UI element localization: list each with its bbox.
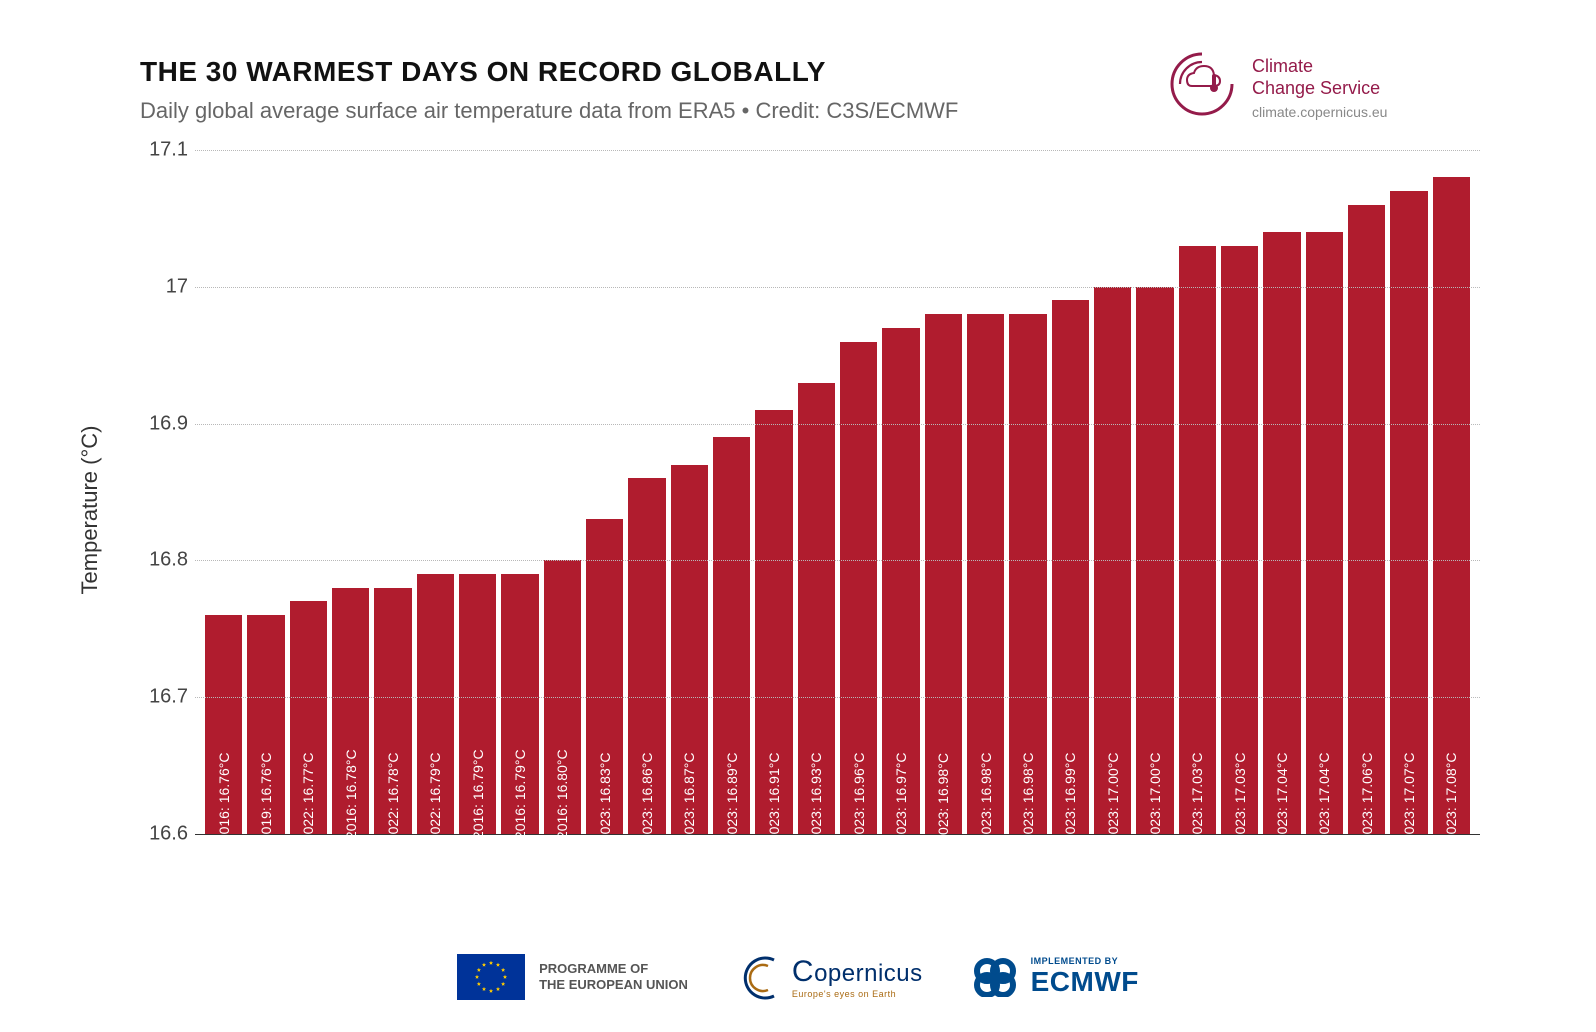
bar-label: 22 Jul 2023: 16.98°C	[978, 753, 994, 884]
temperature-bar: 12 Jul 2023: 16.93°C	[798, 383, 835, 834]
bar-label: 25 Jul 2022: 16.77°C	[300, 753, 316, 884]
ccs-logo-line2: Change Service	[1252, 78, 1380, 100]
ecmwf-name: ECMWF	[1031, 966, 1139, 998]
bar-label: 16 Jul 2023: 16.91°C	[766, 753, 782, 884]
bar-label: 15 Aug 2016: 16.78°C	[343, 749, 359, 886]
temperature-bar: 04 Jul 2023: 17.04°C	[1306, 232, 1343, 834]
y-tick-label: 16.9	[140, 412, 188, 435]
bar-label: 10 Jul 2019: 16.76°C	[258, 753, 274, 884]
temperature-bar: 23 Jul 2022: 16.78°C	[374, 588, 411, 834]
temperature-bar: 03 Jul 2023: 16.89°C	[713, 437, 750, 834]
temperature-bar: 15 Jul 2023: 16.87°C	[671, 465, 708, 834]
eu-programme-logo: PROGRAMME OF THE EUROPEAN UNION	[457, 954, 688, 1000]
copernicus-text: Copernicus Europe's eyes on Earth	[792, 955, 923, 999]
y-tick-label: 17.1	[140, 139, 188, 162]
grid-line	[195, 150, 1480, 151]
eu-flag-icon	[457, 954, 525, 1000]
temperature-bar: 13 Jul 2023: 16.86°C	[628, 478, 665, 834]
bar-label: 09 Jul 2023: 17.03°C	[1232, 753, 1248, 884]
eu-text-line2: THE EUROPEAN UNION	[539, 977, 688, 993]
temperature-bar: 23 Jul 2023: 16.97°C	[882, 328, 919, 834]
temperature-bar: 06 Jul 2023: 17.08°C	[1433, 177, 1470, 834]
bar-label: 14 Aug 2016: 16.79°C	[512, 749, 528, 886]
temperature-bar: 14 Jul 2023: 16.83°C	[586, 519, 623, 834]
y-tick-label: 16.8	[140, 549, 188, 572]
ecmwf-text: IMPLEMENTED BY ECMWF	[1031, 956, 1139, 998]
bar-label: 08 Jul 2023: 17.04°C	[1274, 753, 1290, 884]
temperature-bar: 15 Aug 2016: 16.78°C	[332, 588, 369, 834]
y-tick-label: 17	[140, 275, 188, 298]
bar-label: 05 Jul 2023: 17.06°C	[1359, 753, 1375, 884]
bar-label: 15 Jul 2023: 16.87°C	[681, 753, 697, 884]
bar-label: 20 Jul 2023: 16.99°C	[1062, 753, 1078, 884]
temperature-bar: 14 Aug 2016: 16.79°C	[501, 574, 538, 834]
bar-label: 06 Jul 2023: 17.08°C	[1443, 753, 1459, 884]
ccs-logo-text: Climate Change Service	[1252, 56, 1380, 99]
temperature-bar: 08 Jul 2023: 17.04°C	[1263, 232, 1300, 834]
y-tick-label: 16.6	[140, 823, 188, 846]
bar-label: 03 Jul 2023: 16.89°C	[724, 753, 740, 884]
bar-label: 10 Jul 2023: 17.03°C	[1189, 753, 1205, 884]
grid-line	[195, 560, 1480, 561]
bars-container: 21 Jul 2016: 16.76°C10 Jul 2019: 16.76°C…	[205, 150, 1470, 834]
ecmwf-chain-icon	[973, 957, 1021, 997]
ccs-arc-icon	[1166, 48, 1238, 120]
bar-label: 21 Jul 2016: 16.76°C	[216, 753, 232, 884]
bar-label: 19 Jul 2023: 17.00°C	[1105, 753, 1121, 884]
copernicus-logo: Copernicus Europe's eyes on Earth	[738, 952, 923, 1002]
temperature-bar: 24 Jul 2022: 16.79°C	[417, 574, 454, 834]
bar-label: 14 Jul 2023: 16.83°C	[597, 753, 613, 884]
ccs-logo-line1: Climate	[1252, 56, 1380, 78]
temperature-bar: 21 Jul 2016: 16.76°C	[205, 615, 242, 834]
bar-label: 17 Jul 2023: 16.96°C	[851, 753, 867, 884]
temperature-bar: 22 Jul 2023: 16.98°C	[967, 314, 1004, 834]
eu-programme-text: PROGRAMME OF THE EUROPEAN UNION	[539, 961, 688, 994]
bar-chart: Temperature (°C) 21 Jul 2016: 16.76°C10 …	[140, 150, 1480, 870]
bar-label: 16 Aug 2016: 16.79°C	[470, 749, 486, 886]
footer-logos: PROGRAMME OF THE EUROPEAN UNION Copernic…	[0, 952, 1596, 1002]
ecmwf-implemented-by: IMPLEMENTED BY	[1031, 956, 1139, 966]
y-axis-label: Temperature (°C)	[77, 426, 103, 595]
temperature-bar: 16 Aug 2016: 16.79°C	[459, 574, 496, 834]
bar-label: 07 Jul 2023: 17.07°C	[1401, 753, 1417, 884]
temperature-bar: 20 Jul 2023: 16.99°C	[1052, 300, 1089, 834]
temperature-bar: 11 Jul 2023: 16.98°C	[925, 314, 962, 834]
copernicus-arc-icon	[738, 952, 782, 1002]
bar-label: 13 Jul 2023: 16.86°C	[639, 753, 655, 884]
bar-label: 21 Jul 2023: 16.98°C	[1020, 753, 1036, 884]
ccs-logo-url: climate.copernicus.eu	[1252, 104, 1387, 120]
temperature-bar: 09 Jul 2023: 17.03°C	[1221, 246, 1258, 834]
plot-area: 21 Jul 2016: 16.76°C10 Jul 2019: 16.76°C…	[195, 150, 1480, 835]
bar-label: 18 Jul 2023: 17.00°C	[1147, 753, 1163, 884]
grid-line	[195, 424, 1480, 425]
temperature-bar: 05 Jul 2023: 17.06°C	[1348, 205, 1385, 834]
bar-label: 12 Jul 2023: 16.93°C	[808, 753, 824, 884]
temperature-bar: 16 Jul 2023: 16.91°C	[755, 410, 792, 834]
bar-label: 11 Jul 2023: 16.98°C	[935, 753, 951, 883]
eu-text-line1: PROGRAMME OF	[539, 961, 688, 977]
temperature-bar: 10 Jul 2023: 17.03°C	[1179, 246, 1216, 834]
bar-label: 23 Jul 2023: 16.97°C	[893, 753, 909, 884]
temperature-bar: 10 Jul 2019: 16.76°C	[247, 615, 284, 834]
temperature-bar: 25 Jul 2022: 16.77°C	[290, 601, 327, 834]
copernicus-tagline: Europe's eyes on Earth	[792, 989, 923, 999]
climate-change-service-logo: Climate Change Service climate.copernicu…	[1166, 48, 1486, 138]
bar-label: 24 Jul 2022: 16.79°C	[427, 753, 443, 884]
grid-line	[195, 287, 1480, 288]
bar-label: 13 Aug 2016: 16.80°C	[554, 749, 570, 886]
y-tick-label: 16.7	[140, 686, 188, 709]
bar-label: 23 Jul 2022: 16.78°C	[385, 753, 401, 884]
grid-line	[195, 697, 1480, 698]
bar-label: 04 Jul 2023: 17.04°C	[1316, 753, 1332, 884]
temperature-bar: 17 Jul 2023: 16.96°C	[840, 342, 877, 834]
temperature-bar: 21 Jul 2023: 16.98°C	[1009, 314, 1046, 834]
ecmwf-logo: IMPLEMENTED BY ECMWF	[973, 956, 1139, 998]
page: THE 30 WARMEST DAYS ON RECORD GLOBALLY D…	[0, 0, 1596, 1032]
